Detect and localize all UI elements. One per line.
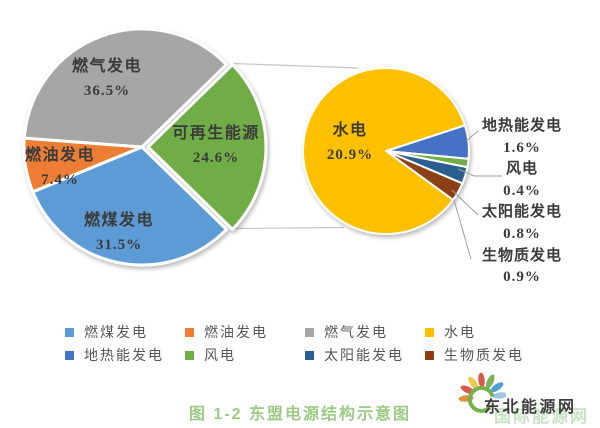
callout-label-solar: 太阳能发电	[481, 204, 562, 221]
legend-label-solar: 太阳能发电	[324, 349, 404, 364]
slice-label-renewables: 可再生能源 24.6%	[172, 121, 260, 171]
slice-label-coal-pct: 31.5%	[95, 237, 143, 253]
watermark: 国际能源网 东北能源网	[450, 362, 600, 426]
callout-label-wind: 风电	[505, 161, 538, 178]
leader-line-wind	[457, 168, 502, 177]
callout-pct-geothermal: 1.6%	[503, 139, 541, 156]
slice-label-oil: 燃油发电 7.4%	[25, 143, 95, 193]
slice-label-hydro: 水电 20.9%	[327, 118, 373, 168]
figure-caption: 图 1-2 东盟电源结构示意图	[188, 406, 412, 423]
legend-swatch-solar	[305, 350, 314, 360]
slice-label-gas-pct: 36.5%	[83, 83, 131, 99]
legend-swatch-coal	[65, 327, 74, 337]
callout-pct-solar: 0.8%	[503, 225, 541, 242]
slice-label-coal: 燃煤发电 31.5%	[84, 208, 154, 258]
slice-label-coal-name: 燃煤发电	[83, 212, 155, 229]
slice-label-hydro-pct: 20.9%	[326, 147, 374, 163]
legend-label-gas: 燃气发电	[324, 326, 388, 341]
series-connector-top	[232, 62, 359, 69]
legend-swatch-oil	[185, 327, 194, 337]
legend-swatch-biomass	[425, 350, 434, 360]
slice-label-hydro-name: 水电	[332, 122, 368, 139]
watermark-ghost-text: 国际能源网	[494, 407, 589, 426]
slice-label-gas: 燃气发电 36.5%	[72, 54, 142, 104]
callout-pct-biomass: 0.9%	[503, 269, 541, 286]
legend-label-biomass: 生物质发电	[444, 349, 524, 364]
legend-item-wind: 风电	[185, 348, 236, 364]
callout-leader-lines	[451, 130, 502, 260]
legend-item-solar: 太阳能发电	[305, 348, 404, 364]
slice-label-oil-pct: 7.4%	[41, 172, 79, 188]
legend-item-gas: 燃气发电	[305, 325, 388, 341]
slice-label-gas-name: 燃气发电	[71, 58, 143, 75]
callout-label-geothermal: 地热能发电	[481, 118, 562, 134]
leader-line-geothermal	[465, 130, 479, 142]
secondary-pie	[302, 67, 470, 235]
pie-slice-coal	[31, 145, 228, 267]
slice-label-renewables-name: 可再生能源	[172, 125, 260, 142]
pie-slice-gas	[22, 27, 228, 149]
legend-label-hydro: 水电	[444, 326, 476, 341]
slice-label-oil-name: 燃油发电	[24, 147, 96, 164]
legend-swatch-gas	[305, 327, 314, 337]
callout-pct-wind: 0.4%	[503, 182, 541, 199]
main-pie	[22, 27, 268, 267]
pie-slice-renewables	[146, 63, 268, 231]
legend-label-coal: 燃煤发电	[84, 326, 148, 341]
flower-logo-icon	[458, 372, 506, 413]
callout-label-biomass: 生物质发电	[481, 247, 562, 264]
legend-label-wind: 风电	[204, 349, 236, 364]
legend-item-geothermal: 地热能发电	[65, 348, 164, 364]
legend-label-geothermal: 地热能发电	[84, 349, 164, 364]
legend-item-biomass: 生物质发电	[425, 348, 524, 364]
watermark-brand-text: 东北能源网	[484, 399, 577, 416]
legend-item-oil: 燃油发电	[185, 325, 268, 341]
leader-line-solar	[451, 189, 479, 216]
series-connector-bottom	[232, 226, 345, 230]
legend-label-oil: 燃油发电	[204, 326, 268, 341]
slice-label-renewables-pct: 24.6%	[192, 150, 240, 166]
flower-swoosh	[467, 385, 494, 413]
legend-item-coal: 燃煤发电	[65, 325, 148, 341]
legend-item-hydro: 水电	[425, 325, 476, 341]
legend-swatch-wind	[185, 350, 194, 360]
pie-slice-hydro	[302, 67, 466, 235]
legend-swatch-geothermal	[65, 350, 74, 360]
legend-swatch-hydro	[425, 327, 434, 337]
leader-line-biomass	[453, 199, 472, 260]
callout-label-column: 地热能发电 1.6% 风电 0.4% 太阳能发电 0.8% 生物质发电 0.9%	[452, 116, 592, 289]
